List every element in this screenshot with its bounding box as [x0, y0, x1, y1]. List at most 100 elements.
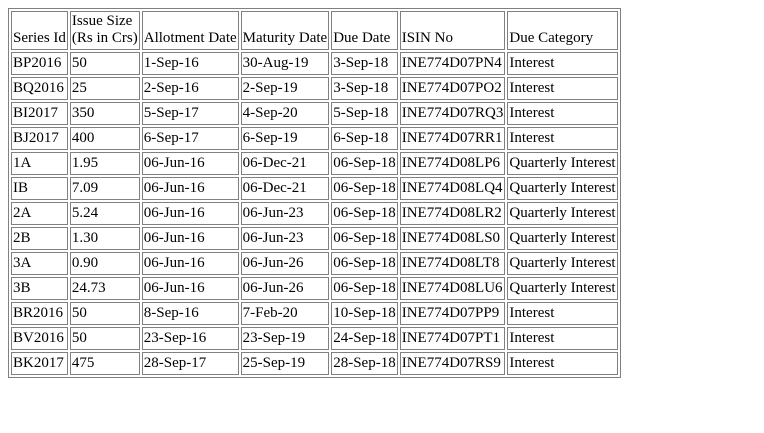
cell-maturity-date: 06-Jun-23 [240, 227, 330, 250]
table-row: BQ2016 25 2-Sep-16 2-Sep-19 3-Sep-18 INE774D0… [11, 77, 618, 100]
cell-maturity-date: 25-Sep-19 [240, 352, 330, 375]
header-isin-no-label: ISIN No [401, 30, 453, 46]
cell-due-date: 06-Sep-18 [331, 177, 398, 200]
cell-issue-size: 475 [69, 352, 140, 375]
table-row: IB 7.09 06-Jun-16 06-Dec-21 06-Sep-18 INE774D… [11, 177, 618, 200]
cell-maturity-date: 7-Feb-20 [240, 302, 330, 325]
cell-issue-size: 1.30 [69, 227, 140, 250]
cell-isin-no: INE774D07PP9 [399, 302, 506, 325]
cell-issue-size: 400 [69, 127, 140, 150]
cell-series-id: BR2016 [11, 302, 68, 325]
cell-series-id: BP2016 [11, 52, 68, 75]
cell-due-category: Quarterly Interest [507, 277, 618, 300]
header-series-id: Series Id [11, 11, 68, 50]
table-row: 1A 1.95 06-Jun-16 06-Dec-21 06-Sep-18 INE774D… [11, 152, 618, 175]
header-issue-size-line-1: Issue Size [71, 13, 133, 29]
cell-isin-no: INE774D08LP6 [399, 152, 506, 175]
cell-due-category: Interest [507, 52, 618, 75]
cell-allotment-date: 06-Jun-16 [141, 277, 239, 300]
cell-issue-size: 50 [69, 52, 140, 75]
cell-series-id: 1A [11, 152, 68, 175]
cell-series-id: BQ2016 [11, 77, 68, 100]
cell-due-category: Interest [507, 127, 618, 150]
header-allotment-date: Allotment Date [141, 11, 239, 50]
cell-isin-no: INE774D08LS0 [399, 227, 506, 250]
header-issue-size: Issue Size (Rs in Crs) [69, 11, 140, 50]
cell-due-date: 3-Sep-18 [331, 77, 398, 100]
header-maturity-date-label: Maturity Date [242, 30, 328, 46]
cell-issue-size: 50 [69, 327, 140, 350]
cell-issue-size: 0.90 [69, 252, 140, 275]
cell-issue-size: 24.73 [69, 277, 140, 300]
cell-due-date: 06-Sep-18 [331, 252, 398, 275]
cell-allotment-date: 5-Sep-17 [141, 102, 239, 125]
cell-due-category: Quarterly Interest [507, 177, 618, 200]
cell-due-date: 3-Sep-18 [331, 52, 398, 75]
header-issue-size-line-2: (Rs in Crs) [71, 30, 138, 46]
table-row: BV2016 50 23-Sep-16 23-Sep-19 24-Sep-18 INE77… [11, 327, 618, 350]
cell-issue-size: 7.09 [69, 177, 140, 200]
table-row: 2A 5.24 06-Jun-16 06-Jun-23 06-Sep-18 INE774D… [11, 202, 618, 225]
cell-due-category: Interest [507, 352, 618, 375]
cell-issue-size: 25 [69, 77, 140, 100]
cell-series-id: BI2017 [11, 102, 68, 125]
cell-series-id: BV2016 [11, 327, 68, 350]
cell-isin-no: INE774D07PN4 [399, 52, 506, 75]
cell-isin-no: INE774D07RQ3 [399, 102, 506, 125]
cell-issue-size: 350 [69, 102, 140, 125]
table-body: BP2016 50 1-Sep-16 30-Aug-19 3-Sep-18 INE774D… [11, 52, 618, 375]
cell-maturity-date: 06-Jun-23 [240, 202, 330, 225]
cell-due-date: 5-Sep-18 [331, 102, 398, 125]
cell-due-category: Interest [507, 302, 618, 325]
cell-allotment-date: 28-Sep-17 [141, 352, 239, 375]
cell-due-date: 06-Sep-18 [331, 277, 398, 300]
cell-issue-size: 1.95 [69, 152, 140, 175]
cell-due-category: Interest [507, 327, 618, 350]
cell-isin-no: INE774D07RS9 [399, 352, 506, 375]
cell-due-date: 6-Sep-18 [331, 127, 398, 150]
cell-series-id: 2A [11, 202, 68, 225]
cell-allotment-date: 23-Sep-16 [141, 327, 239, 350]
table-row: 3B 24.73 06-Jun-16 06-Jun-26 06-Sep-18 INE774… [11, 277, 618, 300]
cell-isin-no: INE774D08LQ4 [399, 177, 506, 200]
cell-due-category: Quarterly Interest [507, 152, 618, 175]
cell-allotment-date: 06-Jun-16 [141, 202, 239, 225]
cell-allotment-date: 06-Jun-16 [141, 227, 239, 250]
cell-allotment-date: 06-Jun-16 [141, 252, 239, 275]
cell-due-category: Quarterly Interest [507, 252, 618, 275]
table-row: BK2017 475 28-Sep-17 25-Sep-19 28-Sep-18 INE7… [11, 352, 618, 375]
cell-isin-no: INE774D08LR2 [399, 202, 506, 225]
cell-series-id: BK2017 [11, 352, 68, 375]
table-row: BJ2017 400 6-Sep-17 6-Sep-19 6-Sep-18 INE774D… [11, 127, 618, 150]
cell-due-date: 06-Sep-18 [331, 152, 398, 175]
cell-maturity-date: 06-Jun-26 [240, 252, 330, 275]
cell-isin-no: INE774D08LT8 [399, 252, 506, 275]
due-table: Series Id Issue Size (Rs in Crs) Allotme… [8, 8, 621, 378]
cell-due-date: 24-Sep-18 [331, 327, 398, 350]
table-row: BI2017 350 5-Sep-17 4-Sep-20 5-Sep-18 INE774D… [11, 102, 618, 125]
cell-isin-no: INE774D07PO2 [399, 77, 506, 100]
cell-due-date: 06-Sep-18 [331, 202, 398, 225]
header-due-date-label: Due Date [333, 30, 391, 46]
table-row: BP2016 50 1-Sep-16 30-Aug-19 3-Sep-18 INE774D… [11, 52, 618, 75]
cell-allotment-date: 06-Jun-16 [141, 152, 239, 175]
cell-allotment-date: 2-Sep-16 [141, 77, 239, 100]
cell-due-category: Interest [507, 102, 618, 125]
cell-maturity-date: 06-Jun-26 [240, 277, 330, 300]
cell-due-category: Quarterly Interest [507, 202, 618, 225]
cell-maturity-date: 06-Dec-21 [240, 177, 330, 200]
header-row: Series Id Issue Size (Rs in Crs) Allotme… [11, 11, 618, 50]
cell-allotment-date: 06-Jun-16 [141, 177, 239, 200]
header-allotment-date-label: Allotment Date [143, 30, 237, 46]
cell-maturity-date: 23-Sep-19 [240, 327, 330, 350]
cell-due-date: 06-Sep-18 [331, 227, 398, 250]
cell-allotment-date: 8-Sep-16 [141, 302, 239, 325]
cell-issue-size: 50 [69, 302, 140, 325]
cell-series-id: 3A [11, 252, 68, 275]
table-header: Series Id Issue Size (Rs in Crs) Allotme… [11, 11, 618, 50]
table-row: 3A 0.90 06-Jun-16 06-Jun-26 06-Sep-18 INE774D… [11, 252, 618, 275]
cell-isin-no: INE774D07PT1 [399, 327, 506, 350]
cell-maturity-date: 6-Sep-19 [240, 127, 330, 150]
cell-due-category: Quarterly Interest [507, 227, 618, 250]
cell-series-id: IB [11, 177, 68, 200]
